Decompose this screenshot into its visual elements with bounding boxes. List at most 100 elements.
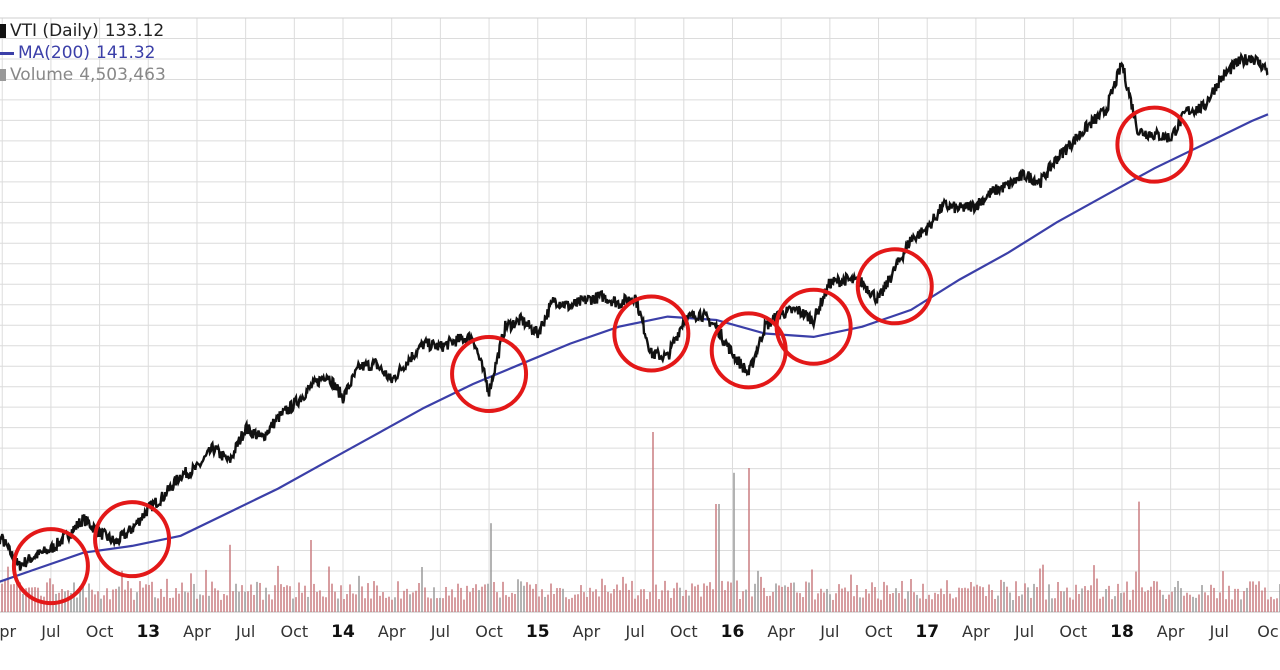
volume-bar bbox=[403, 590, 405, 612]
volume-bar bbox=[1240, 599, 1242, 612]
volume-bar bbox=[769, 595, 771, 612]
volume-bar bbox=[166, 578, 168, 612]
volume-bar bbox=[1261, 590, 1263, 612]
volume-bar bbox=[1186, 592, 1188, 612]
volume-bar bbox=[700, 596, 702, 612]
volume-bar bbox=[1159, 589, 1161, 612]
volume-bar bbox=[367, 583, 369, 612]
volume-bar bbox=[46, 582, 48, 612]
volume-bar bbox=[964, 587, 966, 612]
x-tick-label: Oct bbox=[86, 622, 114, 641]
volume-bar bbox=[781, 586, 783, 612]
volume-bar bbox=[538, 596, 540, 612]
volume-bar bbox=[850, 574, 852, 612]
volume-bar bbox=[442, 598, 444, 612]
x-tick-label: Oct bbox=[865, 622, 893, 641]
volume-bar bbox=[577, 594, 579, 612]
volume-bar bbox=[745, 589, 747, 612]
volume-bar bbox=[709, 582, 711, 612]
volume-bar bbox=[691, 583, 693, 612]
volume-bar bbox=[160, 588, 162, 612]
volume-bar bbox=[1021, 594, 1023, 612]
volume-bar bbox=[295, 597, 297, 612]
volume-bar bbox=[679, 587, 681, 612]
volume-bar bbox=[775, 583, 777, 612]
volume-bar bbox=[322, 596, 324, 612]
highlight-circle bbox=[855, 247, 934, 326]
volume-bar bbox=[1009, 592, 1011, 612]
volume-bar bbox=[1147, 590, 1149, 612]
volume-bar bbox=[505, 595, 507, 612]
volume-bar bbox=[340, 585, 342, 612]
x-tick-label: Oct bbox=[670, 622, 698, 641]
volume-bar bbox=[562, 588, 564, 612]
volume-bar bbox=[928, 594, 930, 612]
volume-bar bbox=[433, 587, 435, 612]
volume-bar bbox=[472, 587, 474, 612]
volume-bar bbox=[817, 593, 819, 612]
volume-bar bbox=[874, 587, 876, 612]
volume-bar bbox=[19, 582, 21, 612]
volume-bar bbox=[883, 581, 885, 612]
volume-bar bbox=[481, 586, 483, 612]
volume-bar bbox=[1027, 587, 1029, 612]
volume-bar bbox=[1255, 584, 1257, 612]
volume-bar bbox=[619, 590, 621, 612]
volume-bar bbox=[214, 588, 216, 612]
volume-bar bbox=[703, 583, 705, 612]
volume-bar bbox=[124, 589, 126, 612]
volume-bar bbox=[796, 592, 798, 612]
volume-bar bbox=[259, 582, 261, 612]
volume-bar bbox=[751, 596, 753, 612]
volume-bar bbox=[787, 586, 789, 612]
volume-bar bbox=[1120, 593, 1122, 612]
x-tick-label: Oct bbox=[1059, 622, 1087, 641]
volume-bar bbox=[763, 587, 765, 612]
volume-bar bbox=[757, 570, 759, 612]
volume-bar bbox=[379, 595, 381, 612]
volume-bar bbox=[628, 589, 630, 612]
volume-bar bbox=[898, 593, 900, 612]
volume-bar bbox=[202, 595, 204, 612]
volume-bar bbox=[742, 591, 744, 612]
volume-bar bbox=[274, 585, 276, 612]
volume-bar bbox=[1231, 599, 1233, 612]
volume-bar bbox=[187, 592, 189, 612]
volume-bar bbox=[994, 598, 996, 612]
volume-bar bbox=[1171, 591, 1173, 612]
volume-bar bbox=[145, 584, 147, 612]
volume-bar bbox=[1219, 592, 1221, 612]
volume-bar bbox=[469, 592, 471, 612]
volume-bar bbox=[1192, 596, 1194, 612]
volume-bar bbox=[376, 585, 378, 612]
volume-bar bbox=[949, 593, 951, 612]
volume-bar bbox=[547, 594, 549, 612]
volume-bar bbox=[133, 599, 135, 612]
volume-bar bbox=[118, 586, 120, 612]
volume-bar bbox=[511, 592, 513, 612]
volume-bar bbox=[316, 591, 318, 612]
volume-bar bbox=[670, 597, 672, 612]
volume-bar bbox=[397, 581, 399, 612]
volume-bar bbox=[532, 588, 534, 612]
volume-bar bbox=[748, 468, 750, 612]
volume-bar bbox=[298, 582, 300, 612]
volume-bar bbox=[28, 587, 30, 612]
volume-bar bbox=[625, 583, 627, 612]
volume-bar bbox=[1243, 591, 1245, 612]
volume-bar bbox=[238, 591, 240, 612]
volume-bar bbox=[1036, 587, 1038, 612]
volume-bar bbox=[862, 597, 864, 612]
chart-legend: VTI (Daily) 133.12 MA(200) 141.32 Volume… bbox=[0, 20, 166, 86]
volume-bar bbox=[430, 598, 432, 612]
volume-bar bbox=[526, 582, 528, 612]
volume-bar bbox=[766, 596, 768, 612]
volume-bar bbox=[712, 589, 714, 612]
volume-bar bbox=[1150, 586, 1152, 612]
volume-bar bbox=[793, 582, 795, 612]
volume-bar bbox=[49, 578, 51, 612]
volume-bar bbox=[967, 588, 969, 612]
volume-bar bbox=[517, 579, 519, 612]
volume-bar bbox=[1189, 594, 1191, 612]
volume-bar bbox=[985, 596, 987, 612]
